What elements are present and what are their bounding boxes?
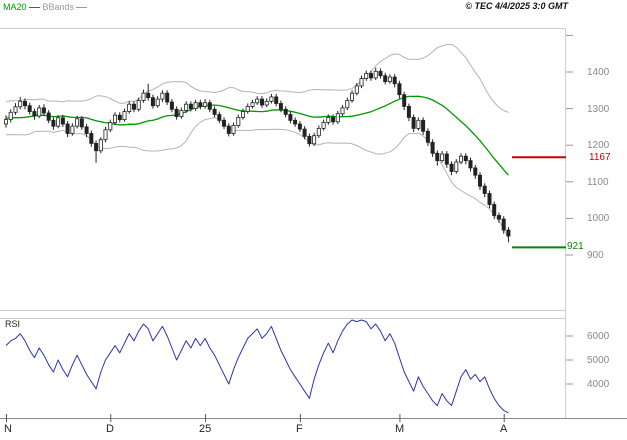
resistance-level-label: 1167 [589,152,611,163]
price-axis-label-1300: 1300 [587,104,610,115]
x-axis-label-apr: A [500,423,508,435]
indicator-legend: MA20 BBands [3,2,88,12]
bbands-line-swatch-icon [76,6,88,8]
rsi-axis-label-50: 5000 [587,355,610,366]
ma20-line-swatch-icon [28,6,40,8]
support-level-label: 921 [567,241,584,252]
x-axis-label-jan25: 25 [199,423,212,435]
price-axis-label-1400: 1400 [587,67,610,78]
legend-bbands: BBands [43,2,88,12]
price-axis-label-1000: 1000 [587,213,610,224]
price-axis-label-900: 900 [587,250,604,261]
price-axis-label-1200: 1200 [587,140,610,151]
rsi-axis-label-40: 4000 [587,379,610,390]
x-axis-label-dec: D [106,423,114,435]
copyright-text: © TEC 4/4/2025 3:0 GMT [465,1,568,11]
legend-bbands-label: BBands [42,2,75,12]
legend-ma20: MA20 [3,2,40,12]
x-axis-label-mar: M [395,423,405,435]
price-axis-label-1100: 1100 [587,177,609,188]
legend-ma20-label: MA20 [3,2,27,12]
rsi-axis-label-60: 6000 [587,331,610,342]
x-axis-label-feb: F [296,423,303,435]
rsi-panel-title: RSI [5,319,21,329]
x-axis-label-nov: N [4,423,12,435]
